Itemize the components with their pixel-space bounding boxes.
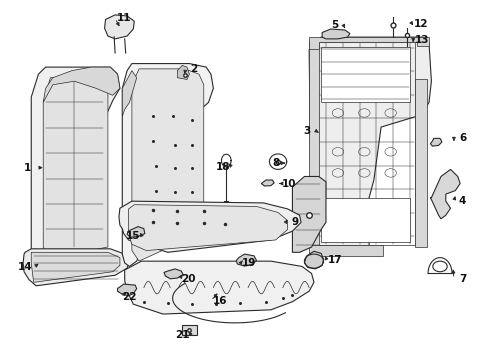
Polygon shape (31, 67, 120, 261)
Polygon shape (117, 284, 137, 296)
Text: 16: 16 (212, 296, 226, 306)
Polygon shape (263, 216, 282, 225)
Text: 15: 15 (126, 231, 140, 242)
Text: 21: 21 (175, 330, 189, 340)
Polygon shape (43, 78, 108, 258)
Text: 10: 10 (281, 179, 295, 189)
Text: 1: 1 (24, 163, 31, 173)
Text: 17: 17 (327, 256, 342, 265)
Text: 4: 4 (458, 196, 465, 206)
Polygon shape (429, 138, 441, 146)
Polygon shape (31, 252, 120, 282)
Polygon shape (261, 180, 274, 186)
Polygon shape (429, 170, 459, 219)
Polygon shape (177, 66, 189, 80)
Polygon shape (321, 47, 409, 102)
Text: 5: 5 (330, 20, 338, 30)
Text: 13: 13 (414, 35, 428, 45)
Text: 12: 12 (413, 19, 427, 29)
Text: 3: 3 (303, 126, 310, 136)
Polygon shape (321, 198, 409, 242)
Text: 14: 14 (18, 262, 32, 273)
Text: 19: 19 (242, 258, 256, 268)
Polygon shape (414, 80, 426, 247)
Polygon shape (304, 251, 323, 269)
Polygon shape (322, 29, 349, 39)
Polygon shape (182, 325, 196, 334)
Text: 7: 7 (458, 274, 465, 284)
Polygon shape (132, 69, 203, 261)
Polygon shape (23, 249, 129, 286)
Text: 22: 22 (122, 292, 137, 302)
Polygon shape (308, 37, 430, 256)
Polygon shape (163, 269, 183, 279)
Polygon shape (236, 254, 256, 266)
Text: 9: 9 (291, 217, 298, 227)
Polygon shape (43, 67, 120, 102)
Text: 18: 18 (215, 162, 230, 172)
Polygon shape (122, 64, 213, 266)
Polygon shape (127, 226, 144, 237)
Polygon shape (308, 41, 318, 247)
Text: 11: 11 (116, 13, 131, 23)
Polygon shape (308, 37, 428, 49)
Text: 2: 2 (190, 64, 198, 74)
Polygon shape (292, 176, 325, 252)
Text: 20: 20 (181, 274, 195, 284)
Text: 6: 6 (458, 133, 465, 143)
Polygon shape (104, 15, 134, 39)
Polygon shape (119, 201, 301, 252)
Polygon shape (128, 205, 287, 251)
Polygon shape (124, 261, 313, 314)
Polygon shape (122, 71, 137, 117)
Polygon shape (308, 245, 383, 256)
Text: 8: 8 (271, 158, 279, 168)
